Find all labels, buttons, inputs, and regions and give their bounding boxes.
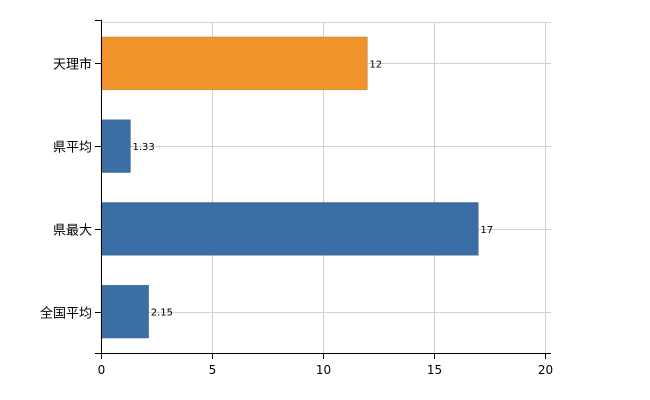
x-tick-label-4: 20 — [538, 363, 553, 377]
data-label-0: 12 — [369, 59, 382, 70]
x-tick-label-3: 15 — [427, 363, 442, 377]
bars — [100, 36, 479, 339]
bar-2 — [100, 202, 479, 256]
category-label-0: 天理市 — [53, 57, 92, 73]
category-label-2: 県最大 — [53, 224, 92, 239]
x-tick-label-1: 5 — [209, 363, 217, 377]
bar-1 — [100, 119, 131, 173]
bar-0 — [100, 36, 368, 91]
category-label-1: 県平均 — [53, 141, 92, 156]
data-label-2: 17 — [480, 225, 493, 236]
bar-3 — [100, 284, 149, 339]
data-label-1: 1.33 — [133, 142, 155, 153]
x-tick-label-0: 0 — [98, 363, 106, 377]
category-label-3: 全国平均 — [40, 306, 92, 322]
x-tick-label-2: 10 — [316, 363, 331, 377]
data-label-3: 2.15 — [151, 308, 173, 319]
axes — [95, 20, 551, 359]
